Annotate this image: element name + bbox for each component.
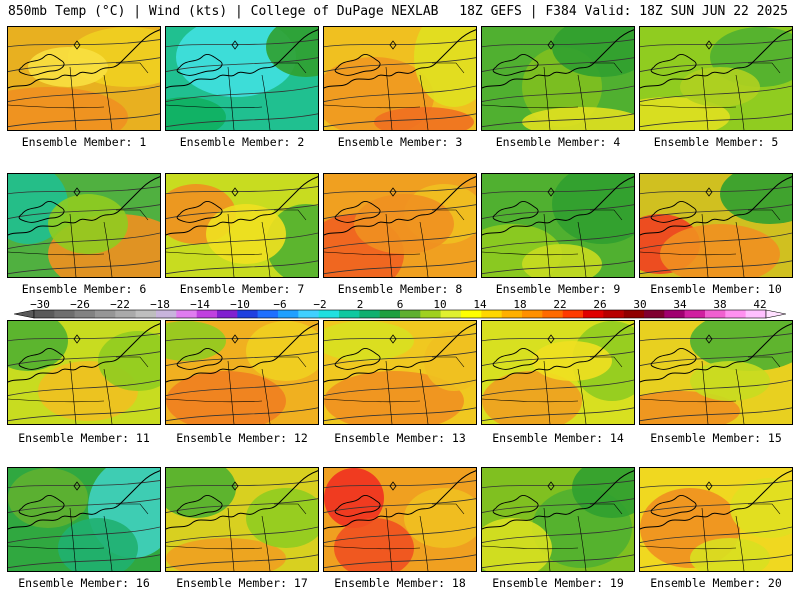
temperature-field xyxy=(166,27,318,130)
ensemble-member-map xyxy=(7,320,161,425)
ensemble-member-label: Ensemble Member: 16 xyxy=(18,576,150,590)
ensemble-member-map xyxy=(639,467,793,572)
ensemble-member-map xyxy=(165,320,319,425)
temperature-field xyxy=(482,468,634,571)
ensemble-member-label: Ensemble Member: 17 xyxy=(176,576,308,590)
ensemble-member-map xyxy=(481,26,635,131)
ensemble-member-map xyxy=(323,467,477,572)
ensemble-member-map xyxy=(323,26,477,131)
ensemble-member-label: Ensemble Member: 2 xyxy=(179,135,305,149)
colorbar-tick-label: 18 xyxy=(513,299,526,311)
temperature-field xyxy=(8,27,160,130)
temperature-field xyxy=(166,174,318,277)
ensemble-member-label: Ensemble Member: 12 xyxy=(176,431,308,445)
temperature-field xyxy=(482,27,634,130)
ensemble-member-label: Ensemble Member: 10 xyxy=(650,282,782,296)
colorbar-tick-label: 34 xyxy=(673,299,687,311)
temperature-field xyxy=(324,27,476,130)
colorbar-tick-label: 30 xyxy=(633,299,646,311)
colorbar-tick-label: 2 xyxy=(357,299,364,311)
temperature-field xyxy=(166,468,318,571)
ensemble-member-map xyxy=(323,320,477,425)
colorbar-tick-label: −26 xyxy=(70,299,90,311)
colorbar-tick-label: −22 xyxy=(110,299,130,311)
colorbar-tick-label: 42 xyxy=(753,299,766,311)
colorbar-tick-label: 26 xyxy=(593,299,606,311)
colorbar-tick-label: −30 xyxy=(30,299,50,311)
ensemble-member-map xyxy=(481,467,635,572)
ensemble-member-map xyxy=(481,173,635,278)
temperature-field xyxy=(324,468,476,571)
temperature-field xyxy=(482,321,634,424)
map-title: 850mb Temp (°C) | Wind (kts) | College o… xyxy=(8,4,439,19)
colorbar-tick-label: 10 xyxy=(433,299,446,311)
temperature-field xyxy=(640,27,792,130)
temperature-field xyxy=(640,468,792,571)
ensemble-member-map xyxy=(7,173,161,278)
temperature-field xyxy=(324,321,476,424)
ensemble-member-label: Ensemble Member: 9 xyxy=(495,282,621,296)
ensemble-member-label: Ensemble Member: 20 xyxy=(650,576,782,590)
ensemble-member-label: Ensemble Member: 8 xyxy=(337,282,463,296)
ensemble-member-label: Ensemble Member: 4 xyxy=(495,135,621,149)
ensemble-member-map xyxy=(7,26,161,131)
ensemble-member-label: Ensemble Member: 1 xyxy=(21,135,147,149)
ensemble-member-map xyxy=(7,467,161,572)
ensemble-member-label: Ensemble Member: 15 xyxy=(650,431,782,445)
colorbar-tick-label: 22 xyxy=(553,299,566,311)
ensemble-member-map xyxy=(323,173,477,278)
ensemble-member-map xyxy=(165,26,319,131)
ensemble-member-map xyxy=(639,320,793,425)
ensemble-member-label: Ensemble Member: 19 xyxy=(492,576,624,590)
ensemble-member-map xyxy=(165,173,319,278)
colorbar-tick-label: −14 xyxy=(190,299,210,311)
temperature-colorbar: −30 −26 −22 −18 −14 −10 −6 −2 2 6 10 14 18 22 26 30 34 38… xyxy=(14,299,786,319)
colorbar-tick-label: −10 xyxy=(230,299,250,311)
ensemble-member-label: Ensemble Member: 6 xyxy=(21,282,147,296)
ensemble-member-map xyxy=(165,467,319,572)
ensemble-member-label: Ensemble Member: 18 xyxy=(334,576,466,590)
ensemble-member-label: Ensemble Member: 11 xyxy=(18,431,150,445)
ensemble-member-label: Ensemble Member: 14 xyxy=(492,431,624,445)
ensemble-member-map xyxy=(639,173,793,278)
temperature-field xyxy=(8,468,160,571)
colorbar-tick-label: −2 xyxy=(313,299,326,311)
temperature-field xyxy=(482,174,634,277)
colorbar-tick-label: 38 xyxy=(713,299,726,311)
ensemble-member-label: Ensemble Member: 7 xyxy=(179,282,305,296)
temperature-field xyxy=(640,174,792,277)
colorbar-tick-label: 6 xyxy=(397,299,404,311)
temperature-field xyxy=(166,321,318,424)
ensemble-member-label: Ensemble Member: 5 xyxy=(653,135,779,149)
ensemble-member-map xyxy=(481,320,635,425)
ensemble-member-map xyxy=(639,26,793,131)
ensemble-member-label: Ensemble Member: 13 xyxy=(334,431,466,445)
colorbar-tick-label: −18 xyxy=(150,299,170,311)
colorbar-tick-label: 14 xyxy=(473,299,487,311)
ensemble-member-label: Ensemble Member: 3 xyxy=(337,135,463,149)
run-valid-time: 18Z GEFS | F384 Valid: 18Z SUN JUN 22 20… xyxy=(459,4,788,19)
temperature-field xyxy=(8,321,160,424)
temperature-field xyxy=(640,321,792,424)
temperature-field xyxy=(324,174,476,277)
colorbar-tick-label: −6 xyxy=(273,299,286,311)
temperature-field xyxy=(8,174,160,277)
